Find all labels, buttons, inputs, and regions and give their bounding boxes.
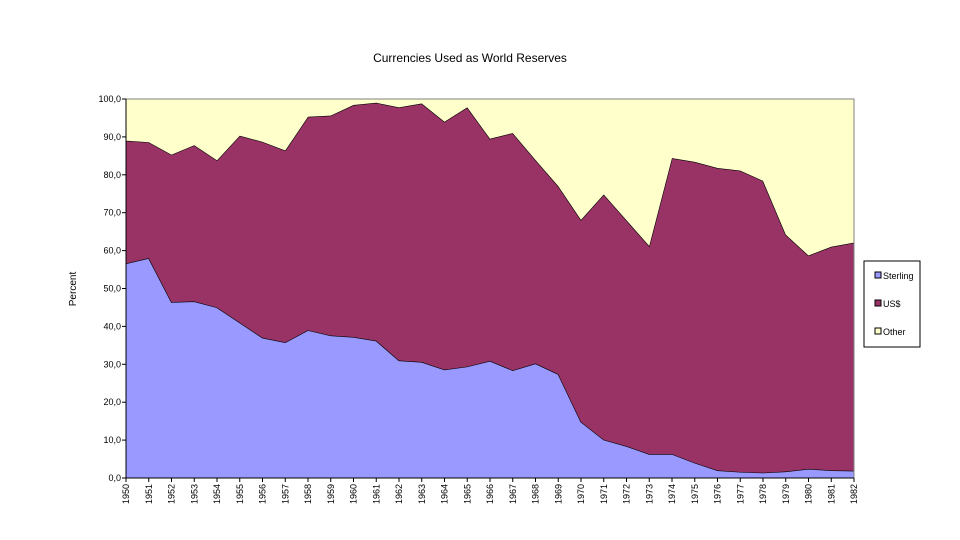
y-axis-title: Percent <box>68 272 79 307</box>
x-tick-label: 1956 <box>258 484 268 504</box>
legend-swatch-sterling <box>874 271 882 279</box>
y-tick-label: 60,0 <box>103 246 121 256</box>
legend-label-us: US$ <box>883 299 901 309</box>
x-tick-label: 1977 <box>735 484 745 504</box>
y-axis: 0,0 10,0 20,0 30,0 40,0 50,0 60,0 70,0 80,0 90,0 1… <box>98 94 127 483</box>
legend-label-other: Other <box>883 327 906 337</box>
x-tick-label: 1972 <box>622 484 632 504</box>
x-tick-label: 1962 <box>394 484 404 504</box>
x-tick-label: 1960 <box>349 484 359 504</box>
legend-swatch-us <box>874 299 882 307</box>
x-tick-label: 1982 <box>849 484 859 504</box>
legend-swatch-other <box>874 327 882 335</box>
x-tick-label: 1950 <box>121 484 131 504</box>
y-tick-label: 90,0 <box>103 132 121 142</box>
x-tick-label: 1971 <box>599 484 609 504</box>
x-tick-label: 1957 <box>280 484 290 504</box>
x-tick-label: 1969 <box>553 484 563 504</box>
area-other <box>126 99 854 256</box>
x-axis: 1950 1951 1952 1953 1954 1955 1956 1957 1958 1959… <box>121 477 859 504</box>
x-tick-label: 1973 <box>644 484 654 504</box>
x-tick-label: 1961 <box>371 484 381 504</box>
y-tick-label: 100,0 <box>98 94 121 104</box>
y-tick-label: 70,0 <box>103 208 121 218</box>
y-tick-label: 0,0 <box>108 473 121 483</box>
x-tick-label: 1974 <box>667 484 677 504</box>
plot-areas <box>125 99 855 478</box>
y-tick-label: 50,0 <box>103 284 121 294</box>
x-tick-label: 1965 <box>462 484 472 504</box>
legend-box <box>863 260 921 348</box>
y-tick-label: 30,0 <box>103 359 121 369</box>
x-tick-label: 1970 <box>576 484 586 504</box>
y-tick-label: 80,0 <box>103 170 121 180</box>
x-tick-label: 1976 <box>713 484 723 504</box>
x-tick-label: 1980 <box>804 484 814 504</box>
x-tick-label: 1958 <box>303 484 313 504</box>
x-tick-label: 1955 <box>235 484 245 504</box>
legend: Sterling US$ Other <box>863 260 921 348</box>
x-tick-label: 1979 <box>781 484 791 504</box>
x-tick-label: 1978 <box>758 484 768 504</box>
x-tick-label: 1966 <box>485 484 495 504</box>
y-tick-label: 10,0 <box>103 435 121 445</box>
x-tick-label: 1952 <box>167 484 177 504</box>
x-tick-label: 1954 <box>212 484 222 504</box>
y-tick-label: 20,0 <box>103 397 121 407</box>
x-tick-label: 1953 <box>189 484 199 504</box>
x-tick-label: 1963 <box>417 484 427 504</box>
x-tick-label: 1981 <box>826 484 836 504</box>
x-tick-label: 1964 <box>440 484 450 504</box>
x-tick-label: 1975 <box>690 484 700 504</box>
legend-label-sterling: Sterling <box>883 271 914 281</box>
x-tick-label: 1959 <box>326 484 336 504</box>
x-tick-label: 1951 <box>144 484 154 504</box>
x-tick-label: 1968 <box>531 484 541 504</box>
y-tick-label: 40,0 <box>103 321 121 331</box>
area-sterling <box>126 258 854 478</box>
x-tick-label: 1967 <box>508 484 518 504</box>
chart-title: Currencies Used as World Reserves <box>373 51 567 65</box>
area-us <box>126 102 854 473</box>
